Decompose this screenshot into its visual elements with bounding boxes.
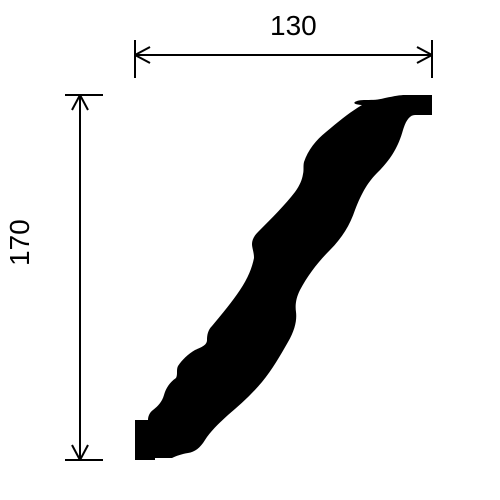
molding-profile-diagram: 130 170 [0, 0, 500, 500]
horizontal-dimension [135, 40, 432, 78]
molding-profile-shape [135, 95, 432, 460]
vertical-dimension [65, 95, 103, 460]
height-dimension-label: 170 [4, 219, 36, 266]
profile-svg [0, 0, 500, 500]
width-dimension-label: 130 [270, 10, 317, 42]
